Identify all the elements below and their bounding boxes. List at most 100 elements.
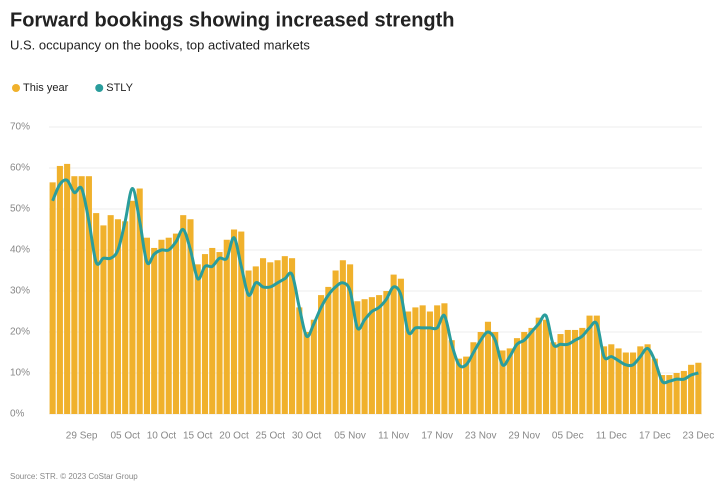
bar: [397, 278, 404, 414]
legend-marker: [95, 84, 104, 92]
bar: [695, 362, 702, 414]
bar: [289, 258, 296, 414]
bar: [564, 329, 571, 414]
bar: [666, 375, 673, 414]
bar: [477, 332, 484, 414]
bar: [390, 274, 397, 414]
bar: [143, 237, 150, 414]
y-tick-label: 10%: [10, 368, 30, 379]
bar: [151, 247, 158, 414]
bar: [332, 270, 339, 414]
bar: [506, 348, 513, 414]
bar: [100, 225, 107, 414]
bar: [419, 305, 426, 414]
bar: [267, 262, 274, 414]
bar: [310, 319, 317, 414]
bar: [688, 364, 695, 414]
x-tick-label: 05 Oct: [110, 431, 140, 442]
bar: [557, 334, 564, 414]
bar: [238, 231, 245, 414]
bar: [630, 352, 637, 414]
x-tick-label: 11 Nov: [378, 431, 409, 442]
bar: [187, 219, 194, 414]
bar: [644, 344, 651, 414]
bar: [49, 182, 56, 414]
bar: [550, 342, 557, 414]
x-tick-label: 23 Dec: [683, 431, 715, 442]
bar: [521, 332, 528, 414]
bar: [85, 176, 92, 414]
bar: [571, 329, 579, 414]
bar: [622, 352, 629, 414]
bar: [318, 295, 325, 414]
bar: [659, 375, 666, 414]
source-note: Source: STR. © 2023 CoStar Group: [10, 472, 138, 481]
bar: [513, 338, 521, 414]
bar: [180, 215, 187, 414]
bar: [368, 297, 375, 414]
x-tick-label: 17 Dec: [639, 431, 671, 442]
bar: [64, 163, 71, 414]
bar: [252, 266, 259, 414]
bar: [209, 247, 216, 414]
bar: [376, 295, 383, 414]
bar: [93, 213, 100, 414]
bar: [71, 176, 78, 414]
bar: [405, 311, 412, 414]
legend-label: This year: [23, 82, 69, 94]
bar: [347, 264, 354, 414]
bar: [158, 239, 165, 414]
bar: [448, 340, 455, 414]
bar: [259, 258, 267, 414]
bar: [637, 346, 644, 414]
y-tick-label: 20%: [10, 327, 30, 338]
bar: [354, 301, 361, 414]
bar: [579, 327, 586, 414]
bar: [484, 321, 492, 414]
x-tick-label: 11 Dec: [596, 431, 627, 442]
bar: [651, 358, 658, 414]
x-tick-label: 29 Nov: [508, 431, 540, 442]
bar: [463, 356, 470, 414]
bar: [129, 200, 136, 414]
bar: [216, 252, 223, 414]
bar: [535, 317, 542, 414]
x-tick-label: 23 Nov: [465, 431, 497, 442]
bar: [78, 176, 85, 414]
bar: [136, 188, 143, 414]
legend-label: STLY: [106, 82, 133, 94]
bar: [673, 373, 680, 414]
bar: [274, 260, 281, 414]
bar: [107, 215, 114, 414]
bar: [601, 346, 608, 414]
bar: [680, 370, 687, 414]
x-tick-label: 05 Nov: [334, 431, 366, 442]
bar: [339, 260, 346, 414]
bar: [586, 315, 593, 414]
bar: [245, 270, 252, 414]
legend-marker: [12, 84, 20, 92]
bar: [325, 286, 332, 414]
x-tick-label: 20 Oct: [219, 431, 249, 442]
bar: [499, 350, 506, 414]
line: [51, 178, 699, 385]
bar: [441, 303, 448, 414]
bar: [281, 256, 288, 414]
bar: [56, 165, 63, 414]
y-tick-label: 30%: [10, 286, 30, 297]
y-tick-label: 0%: [10, 409, 25, 420]
bar: [542, 319, 550, 414]
y-tick-label: 50%: [10, 204, 30, 215]
x-tick-label: 17 Nov: [421, 431, 453, 442]
bar: [383, 291, 390, 414]
x-tick-label: 10 Oct: [147, 431, 177, 442]
chart-subtitle: U.S. occupancy on the books, top activat…: [10, 37, 310, 52]
bar: [492, 332, 499, 414]
bar: [194, 264, 201, 414]
bar: [172, 233, 180, 414]
x-tick-label: 05 Dec: [552, 431, 584, 442]
bar: [470, 342, 477, 414]
bar: [114, 219, 121, 414]
bar: [201, 254, 209, 414]
bar: [296, 307, 303, 414]
